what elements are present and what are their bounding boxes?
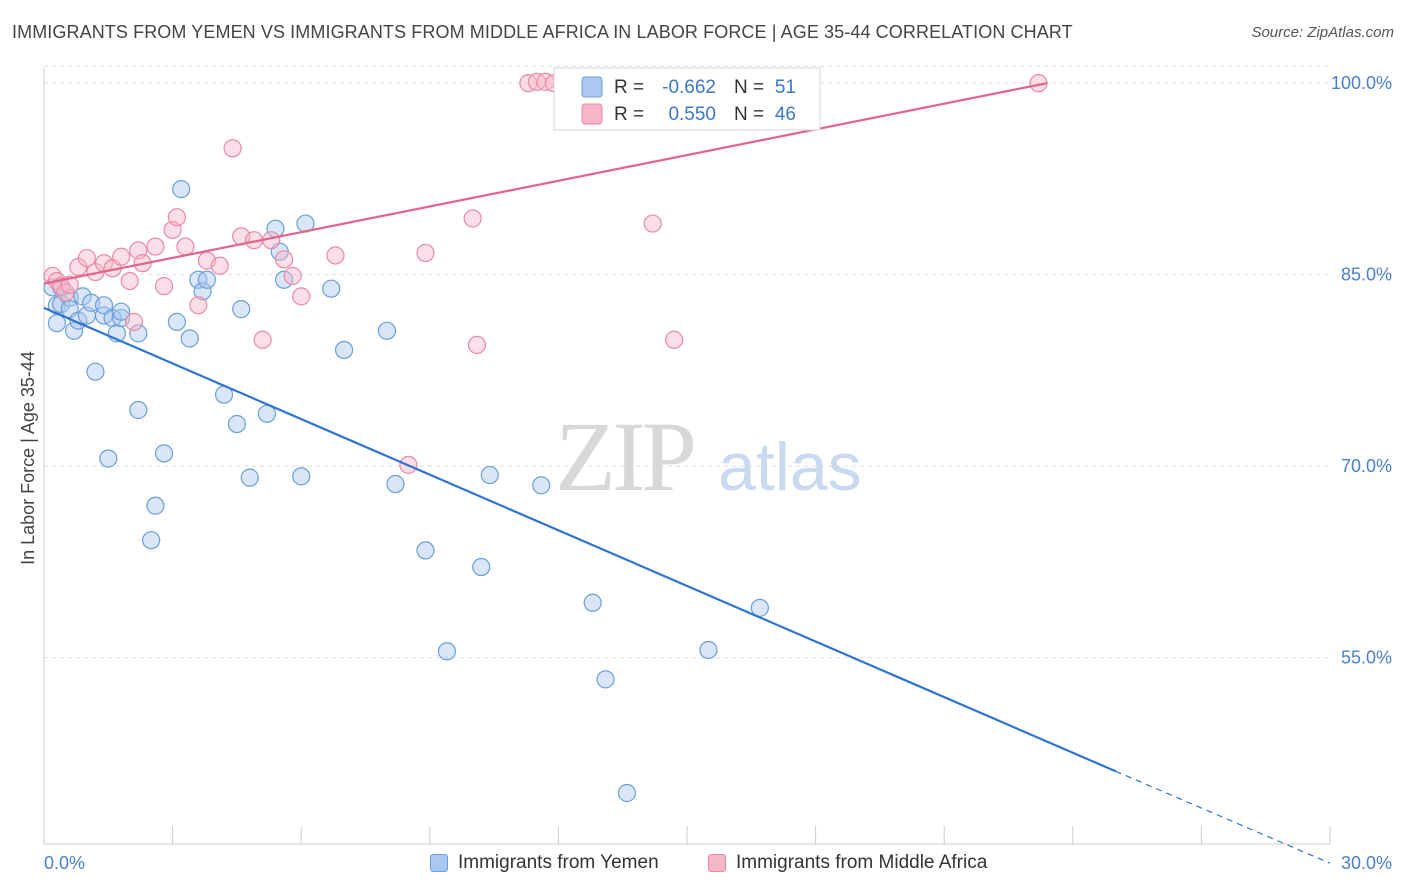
middle-africa-point [189, 296, 208, 315]
yemen-point [112, 302, 131, 321]
yemen-point [617, 783, 637, 803]
legend-item-middle-africa: Immigrants from Middle Africa [708, 852, 987, 874]
y-tick-label: 70.0% [1341, 456, 1392, 476]
y-axis-label: In Labor Force | Age 35-44 [18, 351, 38, 565]
stats-box: R = -0.662 N = 51 R = 0.550 N = 46 [553, 67, 821, 131]
middle-africa-point [167, 208, 186, 227]
stats-blue-n-label: N = [734, 77, 764, 98]
y-tick-label: 85.0% [1341, 265, 1392, 285]
yemen-point [180, 329, 199, 348]
x-tick-labels: 0.0% 30.0% [44, 853, 1392, 873]
yemen-point [274, 270, 294, 289]
middle-africa-point [326, 246, 345, 265]
yemen-point [480, 465, 499, 485]
stats-blue-r-label: R = [614, 77, 644, 98]
yemen-point [596, 670, 615, 689]
stats-pink-n-value: 46 [775, 104, 796, 125]
yemen-point [47, 314, 66, 333]
middle-africa-point [60, 275, 79, 294]
yemen-point [172, 180, 191, 199]
yemen-trend-line [43, 306, 1117, 773]
middle-africa-trend-line [43, 82, 1048, 285]
yemen-point [146, 496, 165, 515]
yemen-point [154, 444, 174, 463]
middle-africa-point [283, 266, 302, 286]
middle-africa-point [253, 330, 272, 349]
legend-label-middle-africa: Immigrants from Middle Africa [736, 852, 988, 873]
yemen-point [232, 300, 251, 319]
yemen-point [129, 400, 148, 420]
middle-africa-point [643, 214, 662, 233]
middle-africa-point [274, 250, 294, 269]
middle-africa-point [467, 335, 487, 354]
yemen-point [193, 282, 212, 301]
trend-lines [43, 82, 1331, 864]
yemen-point [386, 474, 405, 494]
yemen-point [227, 414, 246, 434]
source-credit: Source: ZipAtlas.com [1251, 24, 1394, 41]
stats-blue-r-value: -0.662 [662, 77, 716, 98]
y-tick-label: 100.0% [1331, 73, 1392, 93]
yemen-point [129, 324, 148, 343]
x-tick-label-max: 30.0% [1341, 853, 1392, 873]
watermark-atlas: atlas [718, 429, 862, 505]
middle-africa-point [463, 209, 482, 228]
yemen-point [86, 362, 105, 381]
yemen-point [292, 467, 311, 486]
middle-africa-point [124, 312, 144, 331]
axes [43, 68, 1331, 845]
watermark-zip: ZIP [555, 401, 693, 512]
yemen-point [699, 640, 718, 660]
yemen-point [437, 642, 457, 661]
middle-africa-point [112, 247, 131, 266]
legend-swatch-middle-africa [708, 854, 726, 872]
yemen-point [240, 468, 259, 487]
yemen-point [99, 449, 118, 468]
middle-africa-point [146, 237, 165, 256]
stats-blue-n-value: 51 [775, 77, 796, 98]
middle-africa-point [416, 243, 435, 263]
middle-africa-point [292, 287, 311, 306]
stats-pink-n-label: N = [734, 104, 764, 125]
middle-africa-point [665, 330, 684, 349]
legend-swatch-yemen [430, 854, 448, 872]
yemen-point [472, 557, 491, 577]
middle-africa-point [120, 271, 139, 291]
legend-item-yemen: Immigrants from Yemen [430, 852, 659, 874]
yemen-point [416, 541, 435, 560]
yemen-point [167, 312, 186, 331]
stats-pink-r-value: 0.550 [668, 104, 716, 125]
middle-africa-point [176, 237, 195, 256]
middle-africa-point [154, 277, 174, 296]
stats-pink-swatch [581, 103, 603, 125]
watermark: ZIP atlas [555, 401, 862, 512]
y-tick-label: 55.0% [1341, 648, 1392, 668]
middle-africa-point [223, 139, 242, 158]
yemen-point [322, 279, 341, 298]
yemen-point [197, 270, 216, 289]
middle-africa-point [77, 248, 96, 268]
yemen-point [532, 476, 551, 495]
middle-africa-point [210, 256, 229, 275]
yemen-point [64, 321, 84, 340]
yemen-point [94, 296, 114, 315]
yemen-point [334, 340, 354, 360]
stats-pink-r-label: R = [614, 104, 644, 125]
yemen-point [142, 531, 161, 550]
yemen-point [583, 593, 602, 612]
data-points [43, 72, 1048, 803]
legend-label-yemen: Immigrants from Yemen [458, 852, 659, 873]
x-tick-label-min: 0.0% [44, 853, 85, 873]
yemen-trend-line-extension [1115, 770, 1331, 864]
yemen-point [377, 321, 397, 340]
y-tick-labels: 55.0% 70.0% 85.0% 100.0% [1331, 73, 1392, 668]
stats-blue-swatch [581, 76, 603, 98]
chart-title: IMMIGRANTS FROM YEMEN VS IMMIGRANTS FROM… [12, 22, 1073, 42]
